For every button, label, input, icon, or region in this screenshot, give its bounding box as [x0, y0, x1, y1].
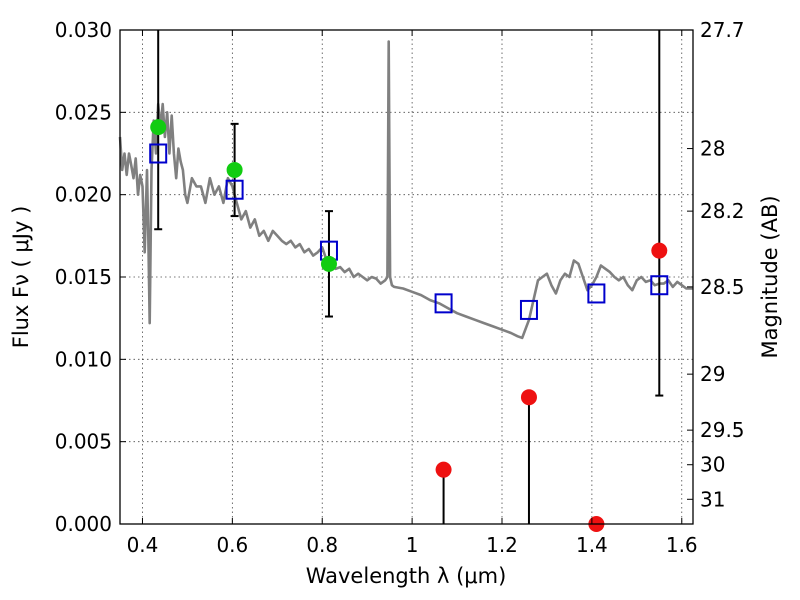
x-tick-label: 0.6 [216, 533, 248, 557]
y-tick-label: 0.010 [55, 347, 112, 371]
non-detection-point [651, 242, 668, 259]
right-tick-label: 28.5 [700, 275, 745, 299]
right-tick-label: 28.2 [700, 199, 745, 223]
x-axis-label: Wavelength λ (μm) [306, 564, 507, 588]
non-detection-point [520, 389, 537, 406]
x-tick-label: 1.2 [486, 533, 518, 557]
right-tick-label: 29 [700, 362, 725, 386]
observed-photometry-points [150, 119, 668, 532]
right-axis-label: Magnitude (AB) [758, 195, 782, 358]
y-tick-label: 0.025 [55, 100, 112, 124]
model-photometry-box [519, 299, 538, 320]
y-tick-label: 0.015 [55, 265, 112, 289]
axis-ticks: 0.4 0.6 0.8 1 1.2 1.4 1.6 0.000 0.005 0.010 0.015 0… [55, 18, 745, 557]
x-tick-label: 1.4 [576, 533, 608, 557]
model-photometry-box [149, 143, 168, 164]
x-tick-label: 0.4 [127, 533, 159, 557]
model-photometry-box [587, 283, 606, 304]
x-tick-label: 0.8 [306, 533, 338, 557]
right-tick-label: 28 [700, 137, 725, 161]
model-photometry-box [434, 293, 453, 314]
y-tick-label: 0.005 [55, 430, 112, 454]
y-tick-label: 0.020 [55, 183, 112, 207]
detection-point [320, 255, 337, 272]
model-photometry-box [225, 179, 244, 200]
right-tick-label: 31 [700, 487, 725, 511]
non-detection-point [435, 461, 452, 478]
model-photometry-box [650, 275, 669, 296]
template-spectrum-line [118, 40, 693, 340]
right-tick-label: 27.7 [700, 18, 745, 42]
y-axis-label: Flux Fν ( μJy ) [9, 206, 33, 349]
y-tick-label: 0.000 [55, 512, 112, 536]
template-spectrum [118, 40, 693, 340]
right-tick-label: 30 [700, 453, 725, 477]
detection-point [226, 161, 243, 178]
right-tick-label: 29.5 [700, 418, 745, 442]
grid-lines [120, 29, 693, 525]
model-photometry-boxes [149, 143, 669, 320]
detection-point [150, 119, 167, 136]
x-tick-label: 1 [406, 533, 419, 557]
x-tick-label: 1.6 [666, 533, 698, 557]
y-tick-label: 0.030 [55, 18, 112, 42]
